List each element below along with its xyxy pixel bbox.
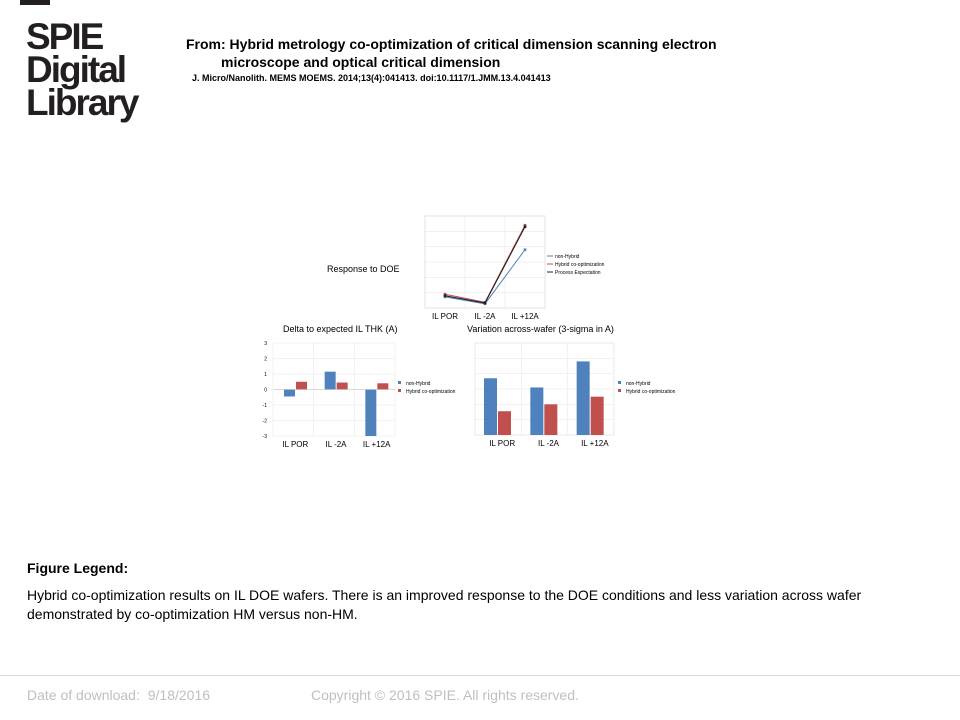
- logo-line-2: Digital: [26, 49, 127, 90]
- doe-series-line-1: [444, 224, 526, 303]
- title-line-1: From: Hybrid metrology co-optimization o…: [186, 36, 717, 52]
- delta-bar-1: [296, 381, 307, 390]
- delta-y-tick: -3: [263, 434, 268, 440]
- figure-charts: IL POR IL -2A IL +12A Response to DOE non-Hy…: [263, 215, 676, 449]
- download-date-value: 9/18/2016: [147, 687, 211, 703]
- delta-bar-1: [377, 383, 389, 390]
- download-date: Date of download: 9/18/2016: [27, 687, 214, 703]
- doe-series-point: [443, 294, 447, 298]
- doe-category-label: IL -2A: [474, 312, 496, 321]
- citation: J. Micro/Nanolith. MEMS MOEMS. 2014;13(4…: [192, 73, 551, 83]
- variation-bar-1: [590, 396, 604, 435]
- article-title: From: Hybrid metrology co-optimization o…: [186, 35, 826, 71]
- delta-category-label: IL POR: [282, 440, 308, 449]
- delta-category-label: IL -2A: [325, 440, 347, 449]
- spie-digital-library-logo: SPIE Digital Library: [26, 16, 151, 123]
- doe-series-point: [523, 248, 527, 252]
- footer-divider: [0, 675, 960, 676]
- delta-y-tick: -2: [263, 419, 268, 425]
- variation-bar-0: [484, 378, 497, 435]
- delta-y-tick: 1: [264, 372, 267, 378]
- delta-legend-key-1: [398, 389, 401, 392]
- doe-category-label: IL +12A: [511, 312, 539, 321]
- title-line-2: microscope and optical critical dimensio…: [221, 54, 501, 70]
- doe-legend-label-1: Hybrid co-optimization: [555, 262, 605, 268]
- delta-bar-0: [365, 389, 377, 436]
- delta-bar-0: [324, 371, 336, 390]
- figure: IL POR IL -2A IL +12A Response to DOE non-Hy…: [255, 210, 705, 455]
- delta-y-tick: 3: [264, 341, 267, 347]
- doe-category-label: IL POR: [432, 312, 458, 321]
- delta-bar-0: [284, 389, 295, 397]
- delta-legend-label-1: Hybrid co-optimization: [406, 389, 456, 395]
- variation-legend-key-1: [618, 389, 621, 392]
- variation-legend-label-0: non-Hybrid: [626, 381, 651, 387]
- figure-legend-text: Hybrid co-optimization results on IL DOE…: [27, 587, 862, 622]
- delta-chart-title: Delta to expected IL THK (A): [283, 324, 398, 334]
- variation-category-label: IL -2A: [538, 439, 560, 448]
- delta-legend-key-0: [398, 381, 401, 384]
- variation-category-label: IL +12A: [581, 439, 609, 448]
- variation-chart-title: Variation across-wafer (3-sigma in A): [467, 324, 614, 334]
- doe-series-line-2: [444, 226, 526, 304]
- logo-line-1: SPIE: [26, 16, 104, 57]
- doe-chart-title: Response to DOE: [327, 264, 400, 274]
- variation-bar-0: [530, 387, 544, 435]
- doe-series-point: [523, 225, 527, 229]
- delta-y-tick: 0: [264, 388, 267, 394]
- delta-bar-1: [336, 382, 348, 390]
- copyright: Copyright © 2016 SPIE. All rights reserv…: [311, 687, 579, 703]
- doe-legend-label-0: non-Hybrid: [555, 254, 580, 260]
- doe-series-line-0: [444, 249, 526, 305]
- variation-bar-1: [498, 411, 511, 435]
- variation-legend-label-1: Hybrid co-optimization: [626, 389, 676, 395]
- download-date-label: Date of download:: [27, 687, 140, 703]
- doe-series-point: [483, 301, 487, 305]
- logo-line-3: Library: [26, 82, 139, 123]
- delta-y-tick: -1: [263, 403, 268, 409]
- variation-bar-0: [576, 361, 590, 435]
- delta-y-tick: 2: [264, 357, 267, 363]
- variation-category-label: IL POR: [489, 439, 515, 448]
- doe-legend-label-2: Process Expectation: [555, 270, 601, 276]
- variation-bar-1: [544, 404, 558, 435]
- delta-category-label: IL +12A: [363, 440, 391, 449]
- variation-legend-key-0: [618, 381, 621, 384]
- delta-legend-label-0: non-Hybrid: [406, 381, 431, 387]
- doe-series-point: [523, 223, 527, 227]
- doe-series-point: [443, 292, 447, 296]
- figure-legend-heading: Figure Legend:: [27, 560, 129, 576]
- top-bar: [20, 0, 50, 5]
